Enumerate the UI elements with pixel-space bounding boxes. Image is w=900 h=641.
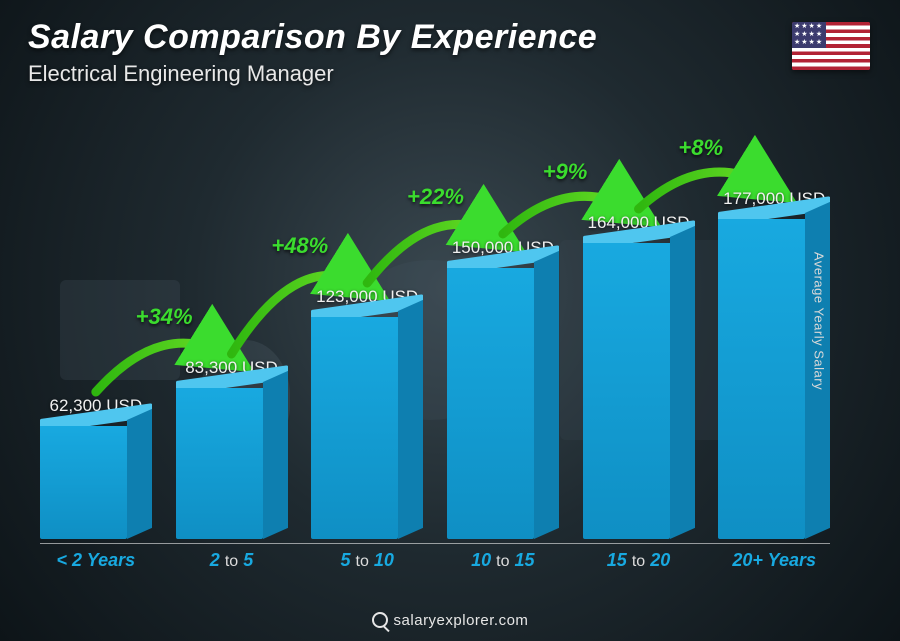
bar-slot: 62,300 USD [40, 396, 152, 539]
chart-subtitle: Electrical Engineering Manager [28, 61, 872, 87]
y-axis-label: Average Yearly Salary [811, 251, 826, 389]
country-flag-icon [792, 22, 870, 70]
chart-stage: Salary Comparison By Experience Electric… [0, 0, 900, 641]
pct-increase-label: +34% [136, 304, 193, 330]
bar-slot: 123,000 USD [311, 287, 423, 539]
x-axis-label: 20+ Years [718, 550, 830, 569]
header: Salary Comparison By Experience Electric… [28, 18, 872, 87]
bar-slot: 83,300 USD [176, 358, 288, 539]
bar [447, 268, 559, 539]
chart-title: Salary Comparison By Experience [28, 18, 872, 57]
bar-slot: 164,000 USD [583, 213, 695, 539]
x-axis-label: 5 to 10 [311, 550, 423, 569]
bar [176, 388, 288, 539]
pct-increase-label: +48% [271, 233, 328, 259]
x-axis: < 2 Years 2 to 5 5 to 10 10 to 15 15 to 20 20… [40, 543, 830, 569]
footer-site: salaryexplorer.com [394, 612, 529, 629]
footer: salaryexplorer.com [0, 612, 900, 629]
bar-slot: 150,000 USD [447, 238, 559, 539]
magnifier-icon [372, 612, 388, 628]
x-axis-label: 10 to 15 [447, 550, 559, 569]
pct-increase-label: +9% [543, 159, 588, 185]
bar [311, 317, 423, 539]
bar-chart: 62,300 USD83,300 USD123,000 USD150,000 U… [40, 110, 830, 569]
x-axis-label: 15 to 20 [583, 550, 695, 569]
pct-increase-label: +22% [407, 184, 464, 210]
x-axis-label: < 2 Years [40, 550, 152, 569]
x-axis-label: 2 to 5 [176, 550, 288, 569]
bar [583, 243, 695, 539]
bar [40, 426, 152, 539]
pct-increase-label: +8% [678, 135, 723, 161]
